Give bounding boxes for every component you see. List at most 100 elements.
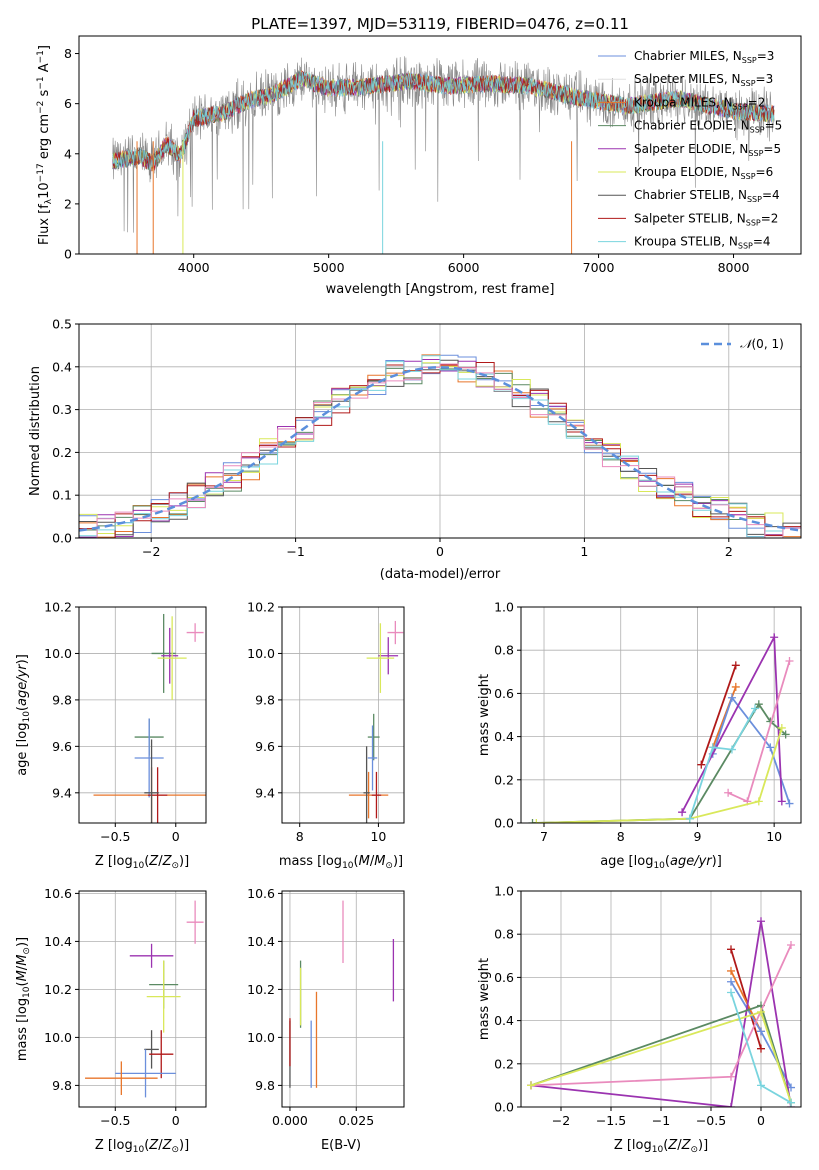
mass-weight-vs-age-xlabel-part: )] xyxy=(712,854,722,869)
mass_weight_vs_Z-marker xyxy=(757,1081,765,1090)
spectrum-legend-label-part: Salpeter MILES, N xyxy=(634,72,741,86)
spectrum-legend-label-part: SSP xyxy=(741,172,756,181)
spectrum-xtick-label: 7000 xyxy=(583,260,615,275)
spectrum-legend-label-part: =3 xyxy=(757,49,775,63)
spectrum-legend-label-part: Chabrier MILES, N xyxy=(634,49,742,63)
mass-vs-z-xlabel-part: Z xyxy=(148,1138,159,1153)
mass_vs_ebv-ytick-label: 10.6 xyxy=(247,886,275,901)
mass_weight_vs_Z-xtick-label: 0 xyxy=(757,1113,765,1128)
mass-vs-z-xlabel: Z [log10(Z/Z⊙)] xyxy=(95,1138,189,1155)
age-vs-mass-xlabel-part: )] xyxy=(393,854,403,869)
mass_weight_vs_Z-marker xyxy=(727,966,735,975)
age-vs-mass-xlabel-part: M xyxy=(374,854,385,869)
histogram-ylabel: Normed distribution xyxy=(28,366,43,496)
histogram-xtick-label: −2 xyxy=(142,544,160,559)
mass_vs_ebv-ytick-label: 10.2 xyxy=(247,982,275,997)
spectrum-xtick-label: 8000 xyxy=(718,260,750,275)
age_vs_mass-xtick-label: 8 xyxy=(296,829,304,844)
mass_weight_vs_age-series-line xyxy=(536,727,783,823)
mass-weight-vs-z-xlabel-part: Z xyxy=(681,1138,692,1153)
mass-vs-z-ylabel: mass [log10(M/M⊙)] xyxy=(15,937,32,1061)
spectrum-legend-label-part: SSP xyxy=(750,126,765,135)
spectrum-ytick-label: 8 xyxy=(64,46,72,61)
mass-vs-z-ylabel-part: M xyxy=(15,955,30,966)
mass_weight_vs_Z-xtick-label: −1.5 xyxy=(596,1113,626,1128)
histogram-ytick-label: 0.0 xyxy=(52,531,72,546)
spectrum-frame xyxy=(78,35,802,255)
mass_weight_vs_age-marker xyxy=(727,745,736,754)
age_vs_mass-ytick-label: 10.2 xyxy=(247,600,275,615)
spectrum-ylabel-part: s xyxy=(37,89,52,100)
spectrum-legend-label: Salpeter ELODIE, NSSP=5 xyxy=(634,142,781,158)
spectrum-legend-label: Kroupa ELODIE, NSSP=6 xyxy=(634,165,773,181)
spectrum-legend-label-part: =5 xyxy=(763,142,781,156)
age-vs-z-xlabel: Z [log10(Z/Z⊙)] xyxy=(95,854,189,871)
spectrum-legend-label-part: =2 xyxy=(748,95,766,109)
spectrum-legend-label-part: =6 xyxy=(756,165,774,179)
spectrum-legend-label: Kroupa MILES, NSSP=2 xyxy=(634,95,765,111)
mass-weight-vs-age-xlabel-part: ( xyxy=(665,854,670,869)
mass_weight_vs_age-ytick-label: 0.4 xyxy=(494,729,514,744)
mass-vs-z-xlabel-part: ⊙ xyxy=(171,1145,179,1155)
mass_weight_vs_age-marker xyxy=(754,797,763,806)
mass_vs_Z-ytick-label: 10.0 xyxy=(44,1030,72,1045)
mass_weight_vs_Z-marker xyxy=(787,1098,795,1107)
mass_weight_vs_age-ytick-label: 1.0 xyxy=(494,600,514,615)
mass_weight_vs_Z-marker xyxy=(787,941,795,949)
spectrum-ylabel-part: Flux [f xyxy=(37,204,52,245)
age_vs_mass-frame-group: 8 10 9.4 9.6 9.8 10.0 10.2 xyxy=(247,600,405,844)
spectrum-ylabel-part: A xyxy=(37,63,52,76)
mass_weight_vs_age-marker xyxy=(785,799,794,808)
mass_vs_Z-frame xyxy=(78,890,207,1108)
age_vs_Z-xtick-label: −0.5 xyxy=(100,829,130,844)
mass_weight_vs_age-ytick-label: 0.2 xyxy=(494,772,514,787)
mass_weight_vs_Z-xtick-label: −0.5 xyxy=(696,1113,726,1128)
mass_vs_Z-ytick-label: 10.4 xyxy=(44,934,72,949)
mass_weight_vs_Z-ytick-label: 0.6 xyxy=(494,970,514,985)
spectrum-ylabel-part: ] xyxy=(37,45,52,50)
spectrum-legend-label: Chabrier MILES, NSSP=3 xyxy=(634,49,774,65)
spectrum-legend-label: Chabrier STELIB, NSSP=4 xyxy=(634,188,780,204)
age-vs-z-xlabel-part: 10 xyxy=(133,861,145,871)
age_vs_Z-ytick-label: 9.4 xyxy=(52,785,72,800)
spectrum-legend-label: Chabrier ELODIE, NSSP=5 xyxy=(634,119,782,135)
mass-vs-z-ylabel-part: )] xyxy=(15,937,30,947)
mass-vs-z-xlabel-part: Z [log xyxy=(95,1138,133,1153)
histogram-xtick-label: 0 xyxy=(436,544,444,559)
mass_weight_vs_age-ytick-label: 0.0 xyxy=(494,816,514,831)
mass_weight_vs_age-marker xyxy=(731,682,740,691)
mass_weight_vs_age-marker xyxy=(766,743,775,752)
mass_vs_ebv-axes: 0.000 0.025 9.8 10.0 10.2 10.4 10.6 xyxy=(247,886,405,1128)
mass-vs-z-xlabel-part: / xyxy=(158,1138,163,1153)
age-vs-z-ylabel-part: )] xyxy=(15,654,30,664)
mass_weight_vs_Z-axes: −2 −1.5 −1 −0.5 0 0.0 0.2 0.4 0.6 0.8 1.0 xyxy=(494,884,802,1128)
histogram-ytick-label: 0.1 xyxy=(52,488,72,503)
mass_weight_vs_Z-xtick-label: −1 xyxy=(652,1113,670,1128)
spectrum-legend-label-part: =4 xyxy=(762,188,780,202)
mass_weight_vs_age-marker xyxy=(777,797,786,806)
histogram-ytick-label: 0.5 xyxy=(52,317,72,332)
mass_weight_vs_age-marker xyxy=(731,661,740,670)
mass_weight_vs_Z-ytick-label: 0.8 xyxy=(494,927,514,942)
spectrum-legend-label-part: =4 xyxy=(753,235,771,249)
spectrum-legend-label-part: SSP xyxy=(746,218,761,227)
age-vs-z-ylabel-part: ( xyxy=(15,706,30,711)
mass_weight_vs_Z-ytick-label: 0.4 xyxy=(494,1013,514,1028)
spectrum-legend-label-part: =2 xyxy=(761,211,779,225)
mass_weight_vs_age-frame xyxy=(520,606,802,824)
mass-weight-vs-z-xlabel: Z [log10(Z/Z⊙)] xyxy=(614,1138,708,1155)
mass-weight-vs-age-xlabel-part: age [log xyxy=(600,854,653,869)
spectrum-legend-label: Kroupa STELIB, NSSP=4 xyxy=(634,235,771,251)
mass_weight_vs_age-marker xyxy=(785,657,794,665)
mass_vs_ebv-ytick-label: 10.0 xyxy=(247,1030,275,1045)
mass_weight_vs_age-marker xyxy=(532,819,541,823)
mass_weight_vs_Z-marker xyxy=(727,1103,735,1107)
histogram-step-line xyxy=(79,363,801,538)
age-vs-mass-xlabel-part: ( xyxy=(354,854,359,869)
age-vs-mass-xlabel-part: mass [log xyxy=(279,854,342,869)
spectrum-model-line xyxy=(112,72,775,172)
mass_weight_vs_age-ylabel: mass weight xyxy=(477,674,492,756)
age_vs_mass-xtick-label: 10 xyxy=(370,829,386,844)
age-vs-z-xlabel-part: Z xyxy=(148,854,159,869)
